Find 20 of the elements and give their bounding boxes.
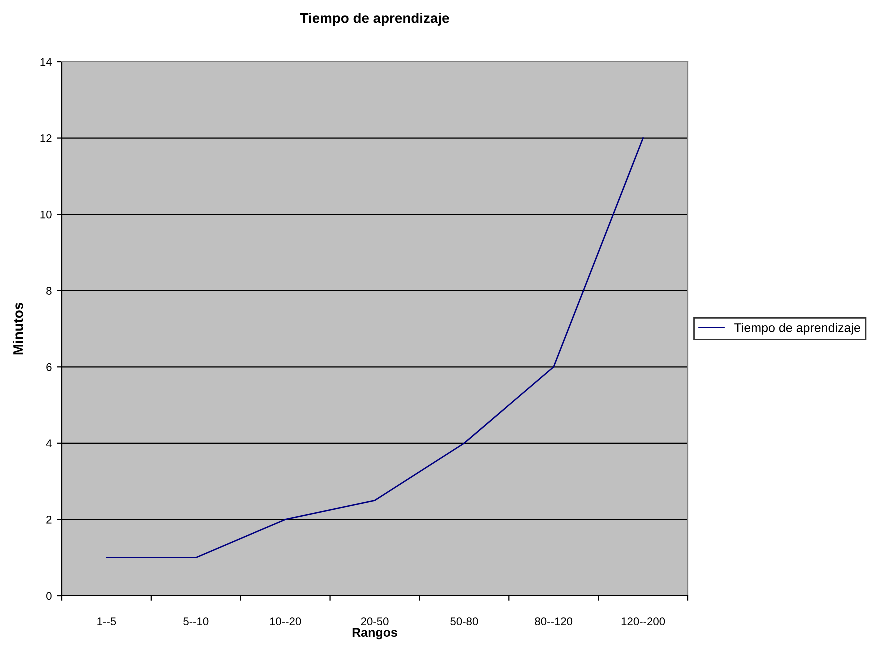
x-axis-title: Rangos	[352, 628, 398, 640]
y-tick-label: 6	[46, 363, 52, 372]
x-tick-label: 120--200	[622, 618, 666, 626]
line-series	[106, 138, 644, 559]
y-tick-label: 0	[46, 592, 52, 600]
y-tick-label: 8	[46, 287, 52, 295]
chart-title: Tiempo de aprendizaje	[300, 13, 450, 26]
x-tick-label: 80--120	[535, 618, 573, 626]
x-tick-label: 5--10	[184, 618, 209, 626]
y-axis-title: Minutos	[13, 302, 24, 355]
y-tick-label: 10	[40, 210, 52, 219]
y-tick-label: 4	[46, 440, 52, 448]
x-tick-label: 50-80	[450, 618, 478, 626]
y-tick-label: 14	[40, 58, 52, 66]
x-tick-label: 20-50	[361, 618, 389, 626]
x-tick-label: 1--5	[98, 618, 116, 626]
x-tick-label: 10--20	[270, 618, 302, 626]
y-tick-label: 2	[46, 516, 52, 524]
y-tick-label: 12	[40, 134, 52, 142]
legend-label: Tiempo de aprendizaje	[734, 323, 860, 335]
